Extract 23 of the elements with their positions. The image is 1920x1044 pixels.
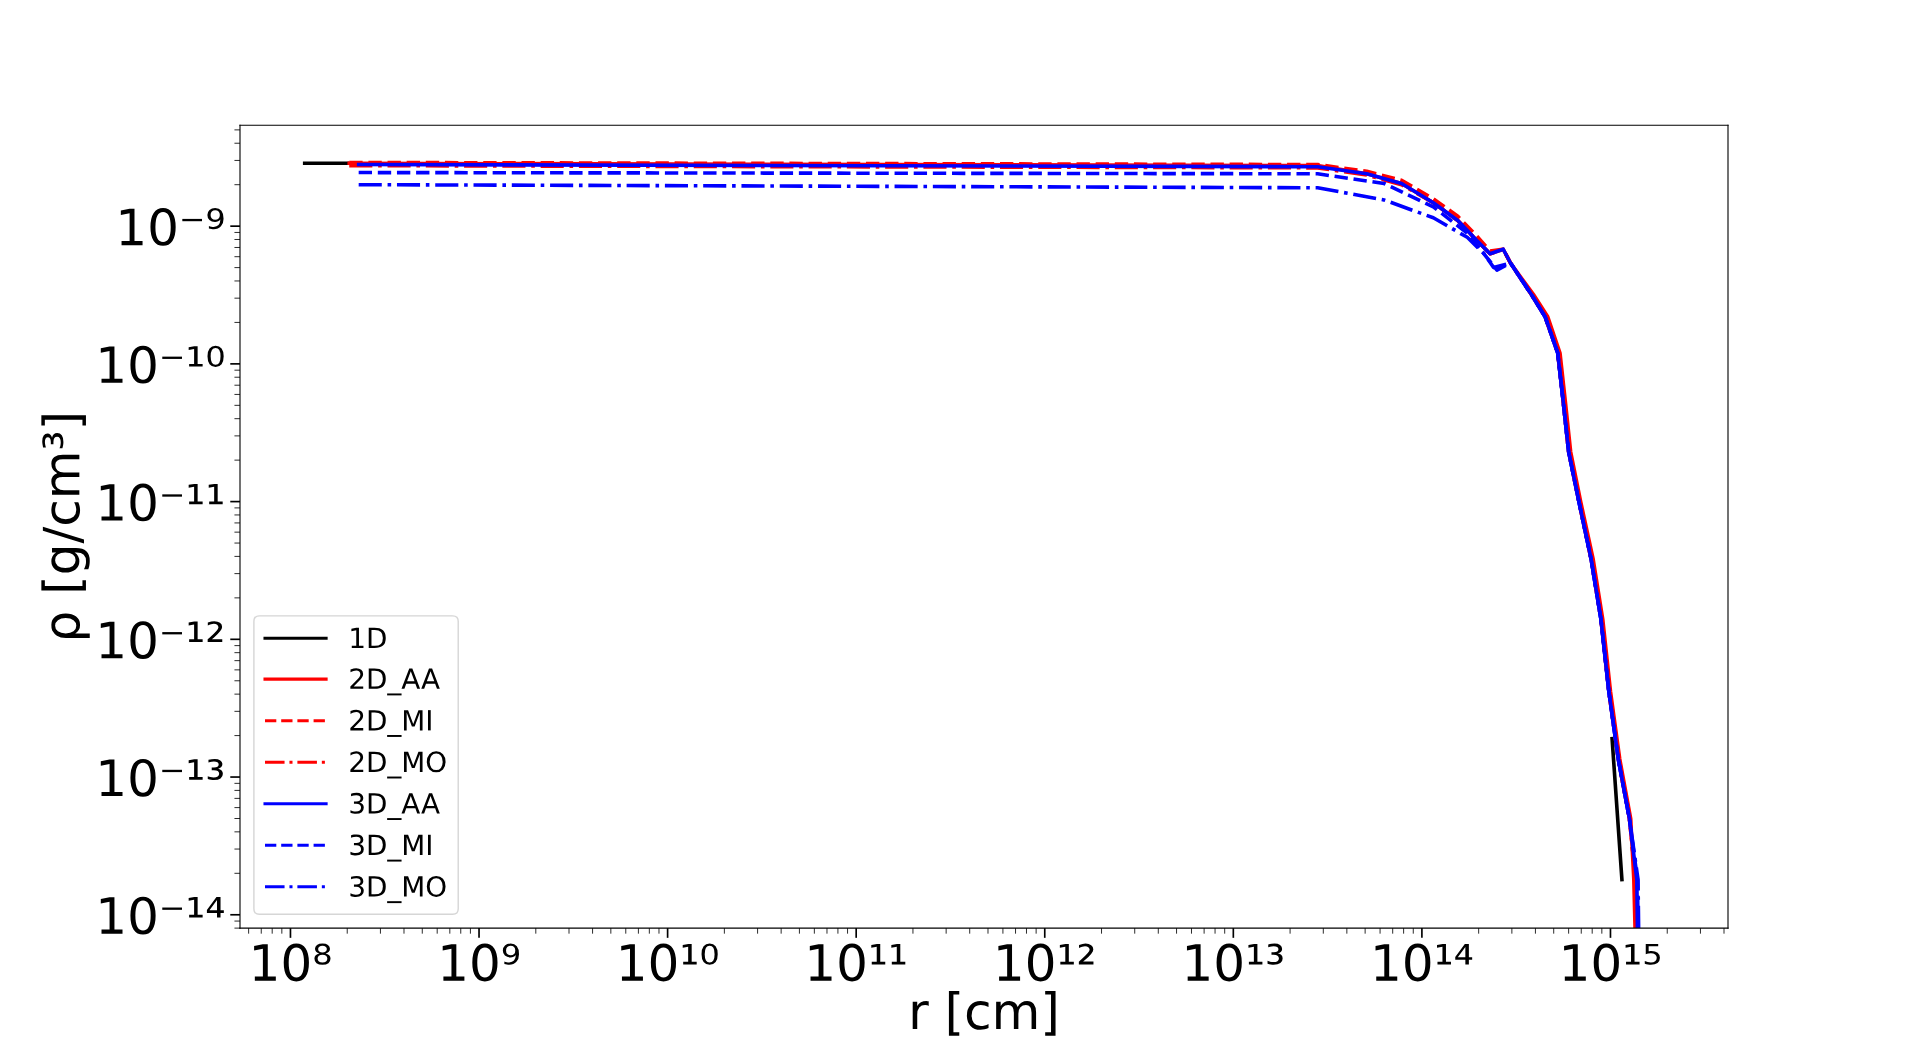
x-tick-label: 10¹² (998, 943, 1094, 982)
x-tick-label: 10¹⁴ (1375, 943, 1473, 982)
x-tick-label: 10⁸ (254, 943, 331, 982)
y-tick-label: 10⁻¹⁴ (100, 896, 224, 935)
legend-label: 3D_MO (350, 875, 446, 904)
legend-label: 2D_AA (350, 668, 440, 696)
y-tick-label: 10⁻⁹ (120, 208, 224, 246)
legend-label: 1D (351, 627, 386, 649)
x-tick-label: 10¹³ (1186, 943, 1283, 982)
y-tick-label: 10⁻¹² (100, 621, 223, 660)
legend-label: 3D_MI (350, 834, 431, 862)
x-tick-label: 10¹⁵ (1564, 943, 1660, 982)
x-axis-title: r [cm] (912, 991, 1056, 1036)
x-tick-label: 10¹¹ (809, 943, 906, 982)
y-axis-title: ρ [g/cm³] (41, 415, 90, 638)
legend-label: 3D_AA (350, 792, 440, 821)
x-tick-label: 10⁹ (442, 943, 520, 982)
x-tick-label: 10¹⁰ (621, 943, 718, 982)
y-tick-label: 10⁻¹⁰ (100, 345, 224, 384)
y-tick-label: 10⁻¹¹ (100, 483, 223, 522)
legend-label: 2D_MI (350, 709, 431, 737)
legend-label: 2D_MO (350, 751, 446, 779)
y-tick-label: 10⁻¹³ (100, 758, 223, 797)
